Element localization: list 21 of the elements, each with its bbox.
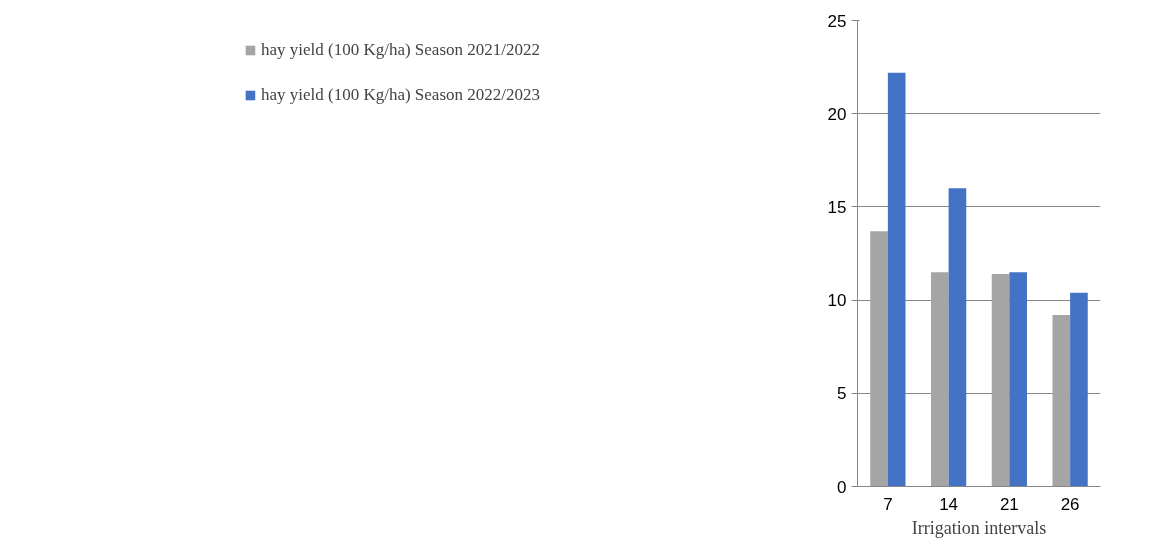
bar xyxy=(991,274,1010,487)
x-tick-label: 26 xyxy=(1060,494,1080,514)
bar xyxy=(948,188,967,487)
legend-label: hay yield (100 Kg/ha) Season 2022/2023 xyxy=(260,85,541,105)
y-tick-label: 0 xyxy=(837,477,847,497)
x-tick-label: 7 xyxy=(883,494,893,514)
x-tick-label: 21 xyxy=(999,494,1019,514)
x-tick-label: 14 xyxy=(939,494,959,514)
y-tick-label: 5 xyxy=(837,384,847,404)
bar xyxy=(887,72,906,487)
bar xyxy=(931,272,949,487)
legend-label: hay yield (100 Kg/ha) Season 2021/2022 xyxy=(260,40,541,60)
y-tick-label: 10 xyxy=(827,291,847,311)
bar xyxy=(870,231,888,487)
y-tick-label: 25 xyxy=(827,11,847,31)
y-tick-label: 15 xyxy=(827,197,847,217)
y-tick-label: 20 xyxy=(827,104,847,124)
x-axis-title: Irrigation intervals xyxy=(911,517,1047,538)
bar xyxy=(1070,292,1088,487)
bar xyxy=(1052,315,1071,487)
bar xyxy=(1009,272,1027,487)
